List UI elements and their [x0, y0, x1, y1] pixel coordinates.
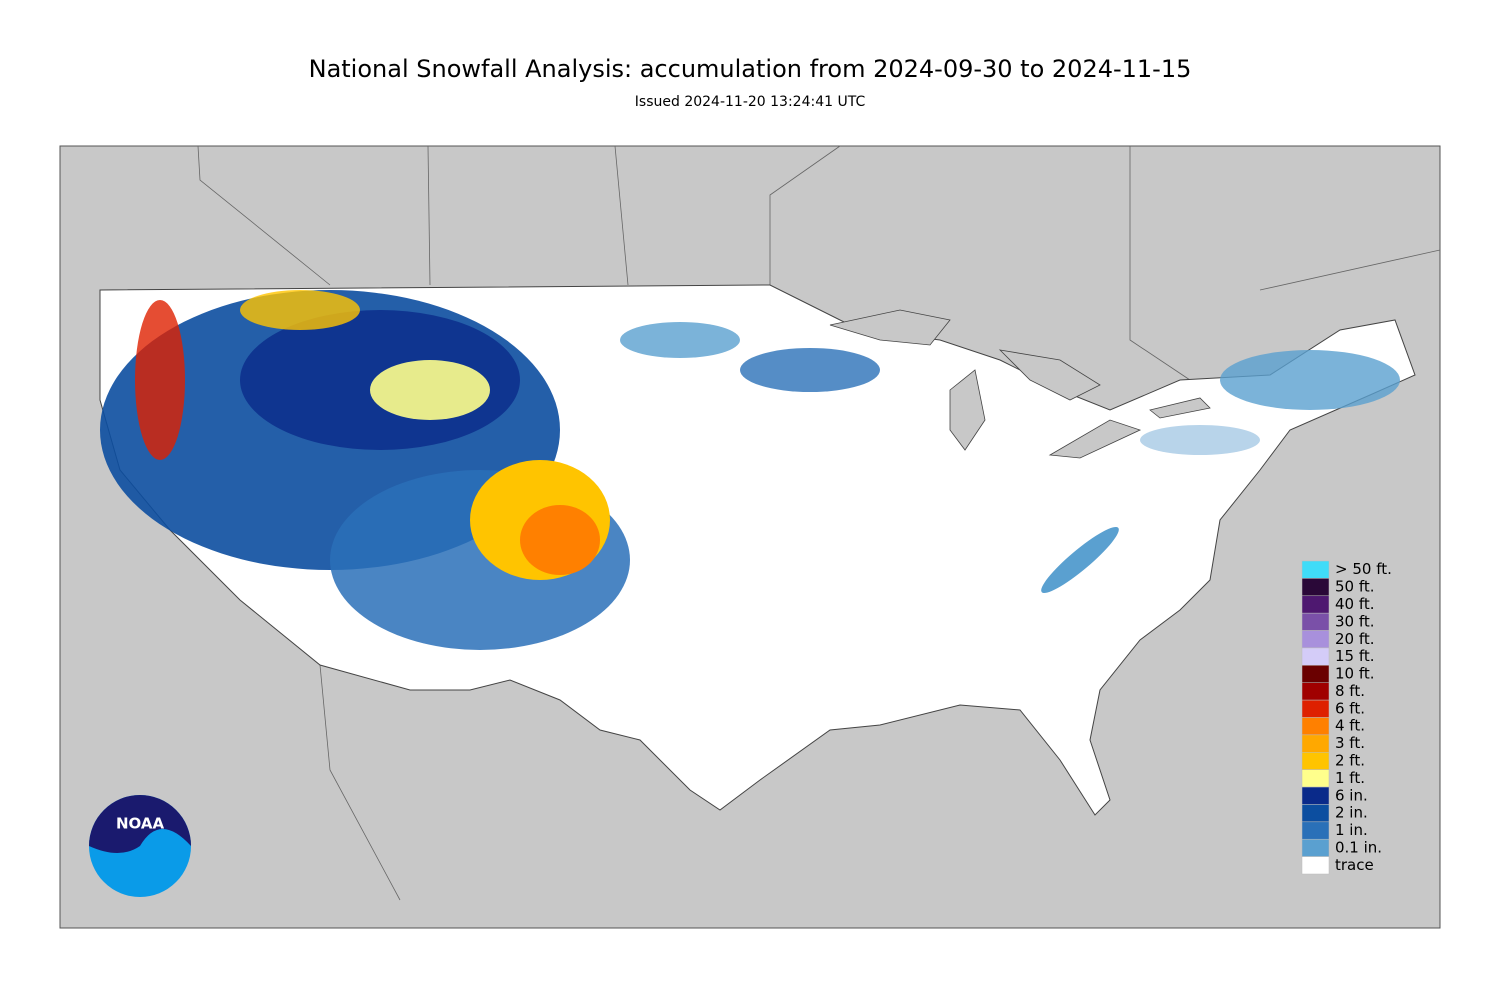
legend-label: 0.1 in. — [1335, 838, 1382, 856]
legend-swatch — [1301, 647, 1330, 666]
legend-swatch — [1301, 821, 1330, 840]
legend-swatch — [1301, 612, 1330, 631]
legend-label: 1 in. — [1335, 821, 1368, 839]
legend-label: trace — [1335, 856, 1374, 874]
map — [59, 145, 1441, 929]
legend-swatch — [1301, 578, 1330, 597]
great-lakes — [829, 309, 1211, 459]
legend-swatch — [1301, 804, 1330, 823]
legend-swatch — [1301, 665, 1330, 683]
logo-text: NOAA — [116, 815, 165, 833]
legend-swatch — [1301, 734, 1330, 753]
legend-label: 15 ft. — [1335, 647, 1375, 665]
legend-label: 3 ft. — [1335, 734, 1365, 752]
legend-swatch — [1301, 856, 1330, 875]
legend-swatch — [1301, 717, 1330, 736]
legend-swatch — [1301, 769, 1330, 788]
legend-label: 20 ft. — [1335, 630, 1375, 648]
title: National Snowfall Analysis: accumulation… — [309, 55, 1192, 83]
noaa-logo: NOAA — [89, 795, 191, 897]
legend-label: 4 ft. — [1335, 717, 1365, 735]
country-borders — [197, 145, 1441, 901]
legend: > 50 ft.50 ft.40 ft.30 ft.20 ft.15 ft.10… — [1301, 560, 1392, 875]
legend-swatch — [1301, 560, 1330, 579]
snowfall-areas — [100, 290, 1400, 650]
legend-swatch — [1301, 838, 1330, 857]
legend-swatch — [1301, 786, 1330, 805]
legend-label: 2 ft. — [1335, 751, 1365, 769]
legend-label: 2 in. — [1335, 804, 1368, 822]
legend-swatch — [1301, 630, 1330, 649]
legend-label: > 50 ft. — [1335, 560, 1392, 578]
legend-label: 40 ft. — [1335, 595, 1375, 613]
legend-swatch — [1301, 682, 1330, 701]
legend-label: 10 ft. — [1335, 665, 1375, 683]
legend-swatch — [1301, 699, 1330, 718]
legend-label: 50 ft. — [1335, 578, 1375, 596]
legend-swatch — [1301, 752, 1330, 770]
legend-label: 6 in. — [1335, 786, 1368, 804]
legend-label: 30 ft. — [1335, 612, 1375, 630]
legend-label: 6 ft. — [1335, 699, 1365, 717]
subtitle: Issued 2024-11-20 13:24:41 UTC — [635, 94, 866, 110]
legend-swatch — [1301, 595, 1330, 614]
legend-label: 8 ft. — [1335, 682, 1365, 700]
legend-label: 1 ft. — [1335, 769, 1365, 787]
